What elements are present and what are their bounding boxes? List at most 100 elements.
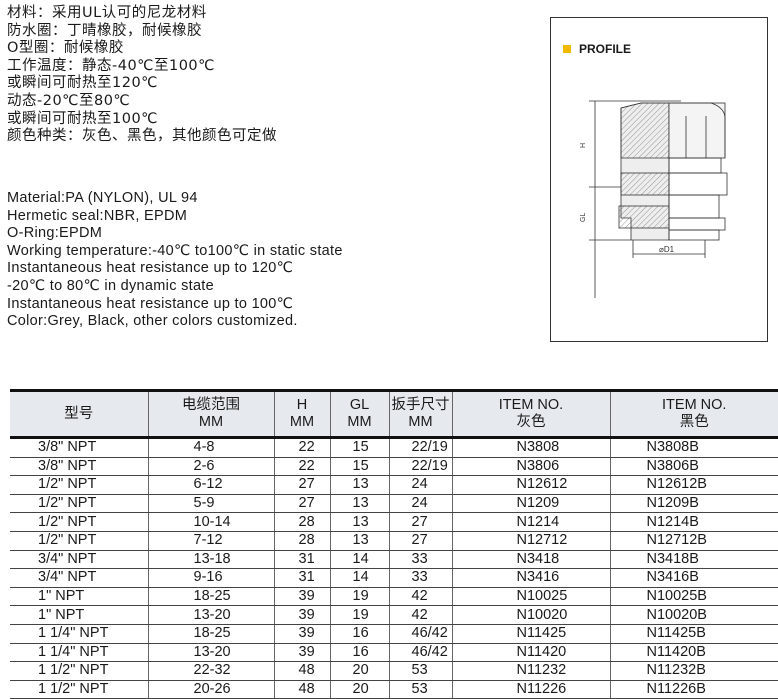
- table-cell: 1/2" NPT: [10, 494, 148, 513]
- table-cell: N12712: [452, 531, 610, 550]
- header-line: 扳手尺寸: [390, 397, 452, 414]
- table-cell: 20: [330, 662, 389, 681]
- spec-line: Instantaneous heat resistance up to 100℃: [7, 296, 343, 314]
- table-cell: 13-18: [148, 550, 274, 569]
- table-cell: N10025: [452, 587, 610, 606]
- table-cell: N10020: [452, 606, 610, 625]
- table-cell: N11420B: [610, 643, 778, 662]
- table-cell: 13: [330, 494, 389, 513]
- table-cell: N12712B: [610, 531, 778, 550]
- table-cell: 39: [274, 606, 330, 625]
- table-cell: N11232: [452, 662, 610, 681]
- table-cell: 13-20: [148, 643, 274, 662]
- table-cell: N11425B: [610, 624, 778, 643]
- table-cell: 22: [274, 438, 330, 458]
- table-cell: 5-9: [148, 494, 274, 513]
- spec-line: O-Ring:EPDM: [7, 225, 343, 243]
- table-cell: 3/8" NPT: [10, 438, 148, 458]
- table-cell: 13: [330, 476, 389, 495]
- table-cell: 15: [330, 438, 389, 458]
- table-cell: 1 1/2" NPT: [10, 662, 148, 681]
- spec-line: 动态-20℃至80℃: [7, 93, 277, 111]
- table-cell: 1/2" NPT: [10, 531, 148, 550]
- table-cell: 3/8" NPT: [10, 457, 148, 476]
- table-cell: 27: [274, 476, 330, 495]
- table-cell: 18-25: [148, 624, 274, 643]
- spec-line: O型圈：耐候橡胶: [7, 40, 277, 58]
- table-cell: 48: [274, 662, 330, 681]
- spec-line: 或瞬间可耐热至100℃: [7, 111, 277, 129]
- table-cell: N10020B: [610, 606, 778, 625]
- table-cell: 53: [389, 662, 452, 681]
- profile-panel: PROFILE H GL ⌀D1: [550, 17, 768, 342]
- table-cell: 1" NPT: [10, 587, 148, 606]
- header-line: 灰色: [453, 414, 610, 431]
- spec-line: -20℃ to 80℃ in dynamic state: [7, 278, 343, 296]
- table-cell: N11425: [452, 624, 610, 643]
- table-cell: 24: [389, 476, 452, 495]
- table-cell: 10-14: [148, 513, 274, 532]
- column-header: ITEM NO.灰色: [452, 391, 610, 438]
- header-line: 黑色: [611, 414, 778, 431]
- table-cell: N3808: [452, 438, 610, 458]
- table-cell: 18-25: [148, 587, 274, 606]
- table-cell: 3/4" NPT: [10, 550, 148, 569]
- table-cell: 28: [274, 513, 330, 532]
- table-cell: 42: [389, 587, 452, 606]
- table-cell: N1214B: [610, 513, 778, 532]
- table-cell: 6-12: [148, 476, 274, 495]
- table-cell: 7-12: [148, 531, 274, 550]
- header-line: ITEM NO.: [611, 397, 778, 414]
- table-cell: 22-32: [148, 662, 274, 681]
- table-cell: 31: [274, 550, 330, 569]
- table-cell: 39: [274, 587, 330, 606]
- cable-gland-diagram: H GL ⌀D1: [551, 98, 769, 298]
- spec-line: Color:Grey, Black, other colors customiz…: [7, 313, 343, 331]
- table-cell: N11232B: [610, 662, 778, 681]
- table-cell: 33: [389, 550, 452, 569]
- table-cell: N3808B: [610, 438, 778, 458]
- column-header: ITEM NO.黑色: [610, 391, 778, 438]
- table-cell: 31: [274, 569, 330, 588]
- table-cell: 22/19: [389, 438, 452, 458]
- spec-line: Working temperature:-40℃ to100℃ in stati…: [7, 243, 343, 261]
- table-cell: 14: [330, 550, 389, 569]
- table-cell: 19: [330, 606, 389, 625]
- spec-line: 材料：采用UL认可的尼龙材料: [7, 5, 277, 23]
- gl-label: GL: [580, 213, 587, 222]
- table-cell: N3416B: [610, 569, 778, 588]
- spec-line: 或瞬间可耐热至120℃: [7, 75, 277, 93]
- spec-line: Material:PA (NYLON), UL 94: [7, 190, 343, 208]
- table-cell: 1/2" NPT: [10, 513, 148, 532]
- header-line: H: [275, 397, 330, 414]
- table-cell: 4-8: [148, 438, 274, 458]
- table-cell: 1/2" NPT: [10, 476, 148, 495]
- table-cell: 22/19: [389, 457, 452, 476]
- table-cell: 16: [330, 624, 389, 643]
- table-cell: 16: [330, 643, 389, 662]
- table-cell: 19: [330, 587, 389, 606]
- table-cell: N3418: [452, 550, 610, 569]
- table-cell: 27: [389, 531, 452, 550]
- table-cell: 39: [274, 624, 330, 643]
- table-cell: 13-20: [148, 606, 274, 625]
- table-cell: 27: [389, 513, 452, 532]
- table-cell: 22: [274, 457, 330, 476]
- header-line: ITEM NO.: [453, 397, 610, 414]
- table-cell: 39: [274, 643, 330, 662]
- table-cell: N11420: [452, 643, 610, 662]
- table-cell: 27: [274, 494, 330, 513]
- d1-label: ⌀D1: [659, 245, 675, 254]
